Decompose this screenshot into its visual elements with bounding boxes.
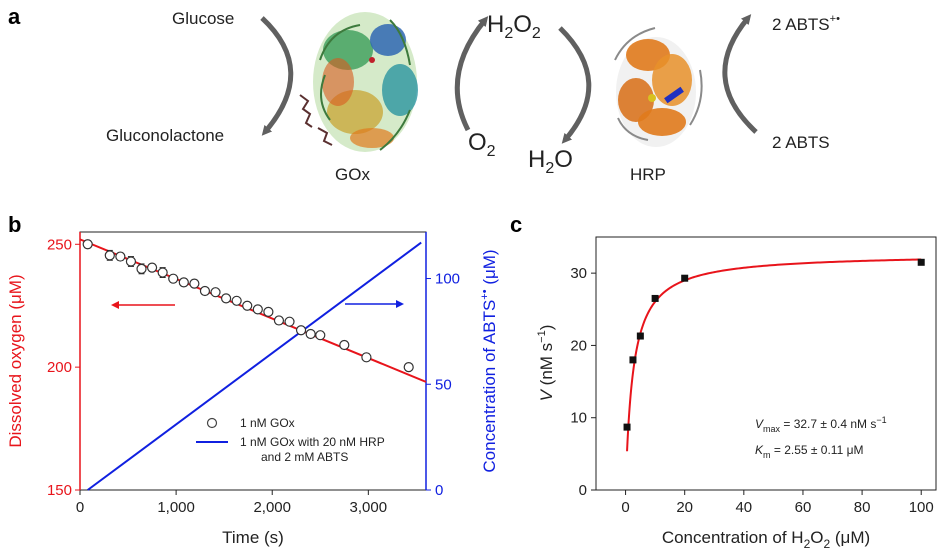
data-point (315, 330, 326, 341)
x-tick-label: 1,000 (157, 499, 195, 516)
y-right-tick-label: 100 (435, 271, 460, 288)
data-point (636, 332, 644, 340)
data-point (115, 251, 126, 262)
x-ticks-b: 0 1,000 2,000 3,000 (76, 490, 387, 516)
x-ticks-c: 0 20 40 60 80 100 (621, 490, 934, 516)
plot-c-frame (595, 236, 937, 491)
data-point (681, 274, 689, 282)
legend-circle-marker (206, 417, 218, 429)
legend-b: 1 nM GOx 1 nM GOx with 20 nM HRP and 2 m… (196, 416, 385, 464)
x-tick-label: 0 (76, 499, 84, 516)
data-point (157, 267, 168, 278)
data-point (242, 300, 253, 311)
data-point (273, 315, 285, 326)
h2o2-to-h2o-arrow (558, 26, 592, 144)
data-point (146, 262, 158, 273)
y-left-tick-label: 250 (47, 236, 72, 253)
data-point (623, 423, 631, 431)
data-point (263, 306, 274, 317)
y-ticks-c: 0 10 20 30 (570, 265, 596, 499)
o2-label: O2 (468, 129, 496, 160)
x-tick-label: 20 (676, 499, 693, 516)
panel-label-c: c (510, 212, 522, 237)
y-tick-label: 0 (579, 482, 587, 499)
data-point (125, 256, 137, 267)
glucose-to-gluconolactone-arrow (260, 16, 294, 136)
y-tick-label: 10 (570, 410, 587, 427)
legend-gox-label: 1 nM GOx (240, 416, 295, 430)
y-tick-label: 20 (570, 337, 587, 354)
hrp-protein-image (614, 27, 703, 147)
panel-a: a Glucose Gluconolactone GOx H2O2 O2 H (8, 4, 840, 184)
x-tick-label: 0 (621, 499, 629, 516)
glucose-label: Glucose (172, 9, 234, 28)
y-ticks-left-b: 150 200 250 (47, 236, 80, 499)
data-point (136, 263, 147, 274)
data-point (305, 328, 316, 340)
data-point (231, 295, 242, 306)
data-point (199, 285, 211, 297)
data-point (651, 294, 659, 302)
x-tick-label: 3,000 (350, 499, 388, 516)
h2o-label: H2O (528, 146, 573, 177)
abts-line (87, 241, 422, 491)
y-axis-label-right-b: Concentration of ABTS+• (μM) (479, 249, 499, 472)
data-point (295, 325, 307, 336)
y-tick-label: 30 (570, 265, 587, 282)
y-ticks-right-b: 0 50 100 (426, 271, 460, 499)
data-point (189, 278, 200, 289)
km-annotation: Km = 2.55 ± 0.11 μM (755, 443, 864, 460)
data-point (252, 304, 263, 315)
data-point (629, 356, 637, 364)
rate-data-points (623, 258, 925, 431)
y-right-tick-label: 50 (435, 376, 452, 393)
vmax-annotation: Vmax = 32.7 ± 0.4 nM s−1 (755, 415, 887, 434)
data-point (82, 239, 93, 250)
gox-protein-image (299, 12, 418, 152)
panel-c: c 0 20 40 60 80 100 0 10 20 30 Vmax = 32.7 ± 0.4… (510, 212, 937, 551)
legend-hrp-label-1: 1 nM GOx with 20 nM HRP (240, 435, 385, 449)
x-tick-label: 2,000 (253, 499, 291, 516)
abts-label: 2 ABTS (772, 133, 830, 152)
panel-label-a: a (8, 4, 21, 29)
abts-to-radical-arrow (722, 14, 758, 134)
y-left-tick-label: 150 (47, 482, 72, 499)
data-point (210, 287, 221, 298)
x-axis-label-b: Time (s) (222, 528, 284, 547)
abts-radical-label: 2 ABTS+• (772, 13, 840, 34)
data-point (917, 258, 925, 266)
legend-hrp-label-2: and 2 mM ABTS (261, 450, 348, 464)
gluconolactone-label: Gluconolactone (106, 126, 224, 145)
data-point (178, 277, 189, 288)
y-axis-label-left-b: Dissolved oxygen (μM) (6, 274, 25, 447)
data-point (220, 293, 232, 304)
y-right-tick-label: 0 (435, 482, 443, 499)
oxygen-data-points (82, 239, 414, 373)
panel-label-b: b (8, 212, 21, 237)
x-tick-label: 40 (735, 499, 752, 516)
panel-b: b 0 1,000 2,000 3,000 150 200 250 0 50 100 1 nM… (6, 212, 499, 547)
h2o2-label: H2O2 (487, 11, 541, 42)
x-tick-label: 60 (795, 499, 812, 516)
data-point (339, 339, 350, 351)
x-tick-label: 100 (909, 499, 934, 516)
x-axis-label-c: Concentration of H2O2 (μM) (662, 528, 870, 551)
data-point (361, 352, 372, 363)
data-point (403, 362, 414, 373)
data-point (104, 250, 115, 261)
y-left-tick-label: 200 (47, 359, 72, 376)
hrp-label: HRP (630, 165, 666, 184)
data-point (284, 316, 295, 327)
x-tick-label: 80 (854, 499, 871, 516)
data-point (168, 273, 179, 284)
gox-label: GOx (335, 165, 370, 184)
y-axis-label-c: V (nM s−1) (536, 325, 556, 402)
o2-to-h2o2-arrow (454, 16, 489, 132)
